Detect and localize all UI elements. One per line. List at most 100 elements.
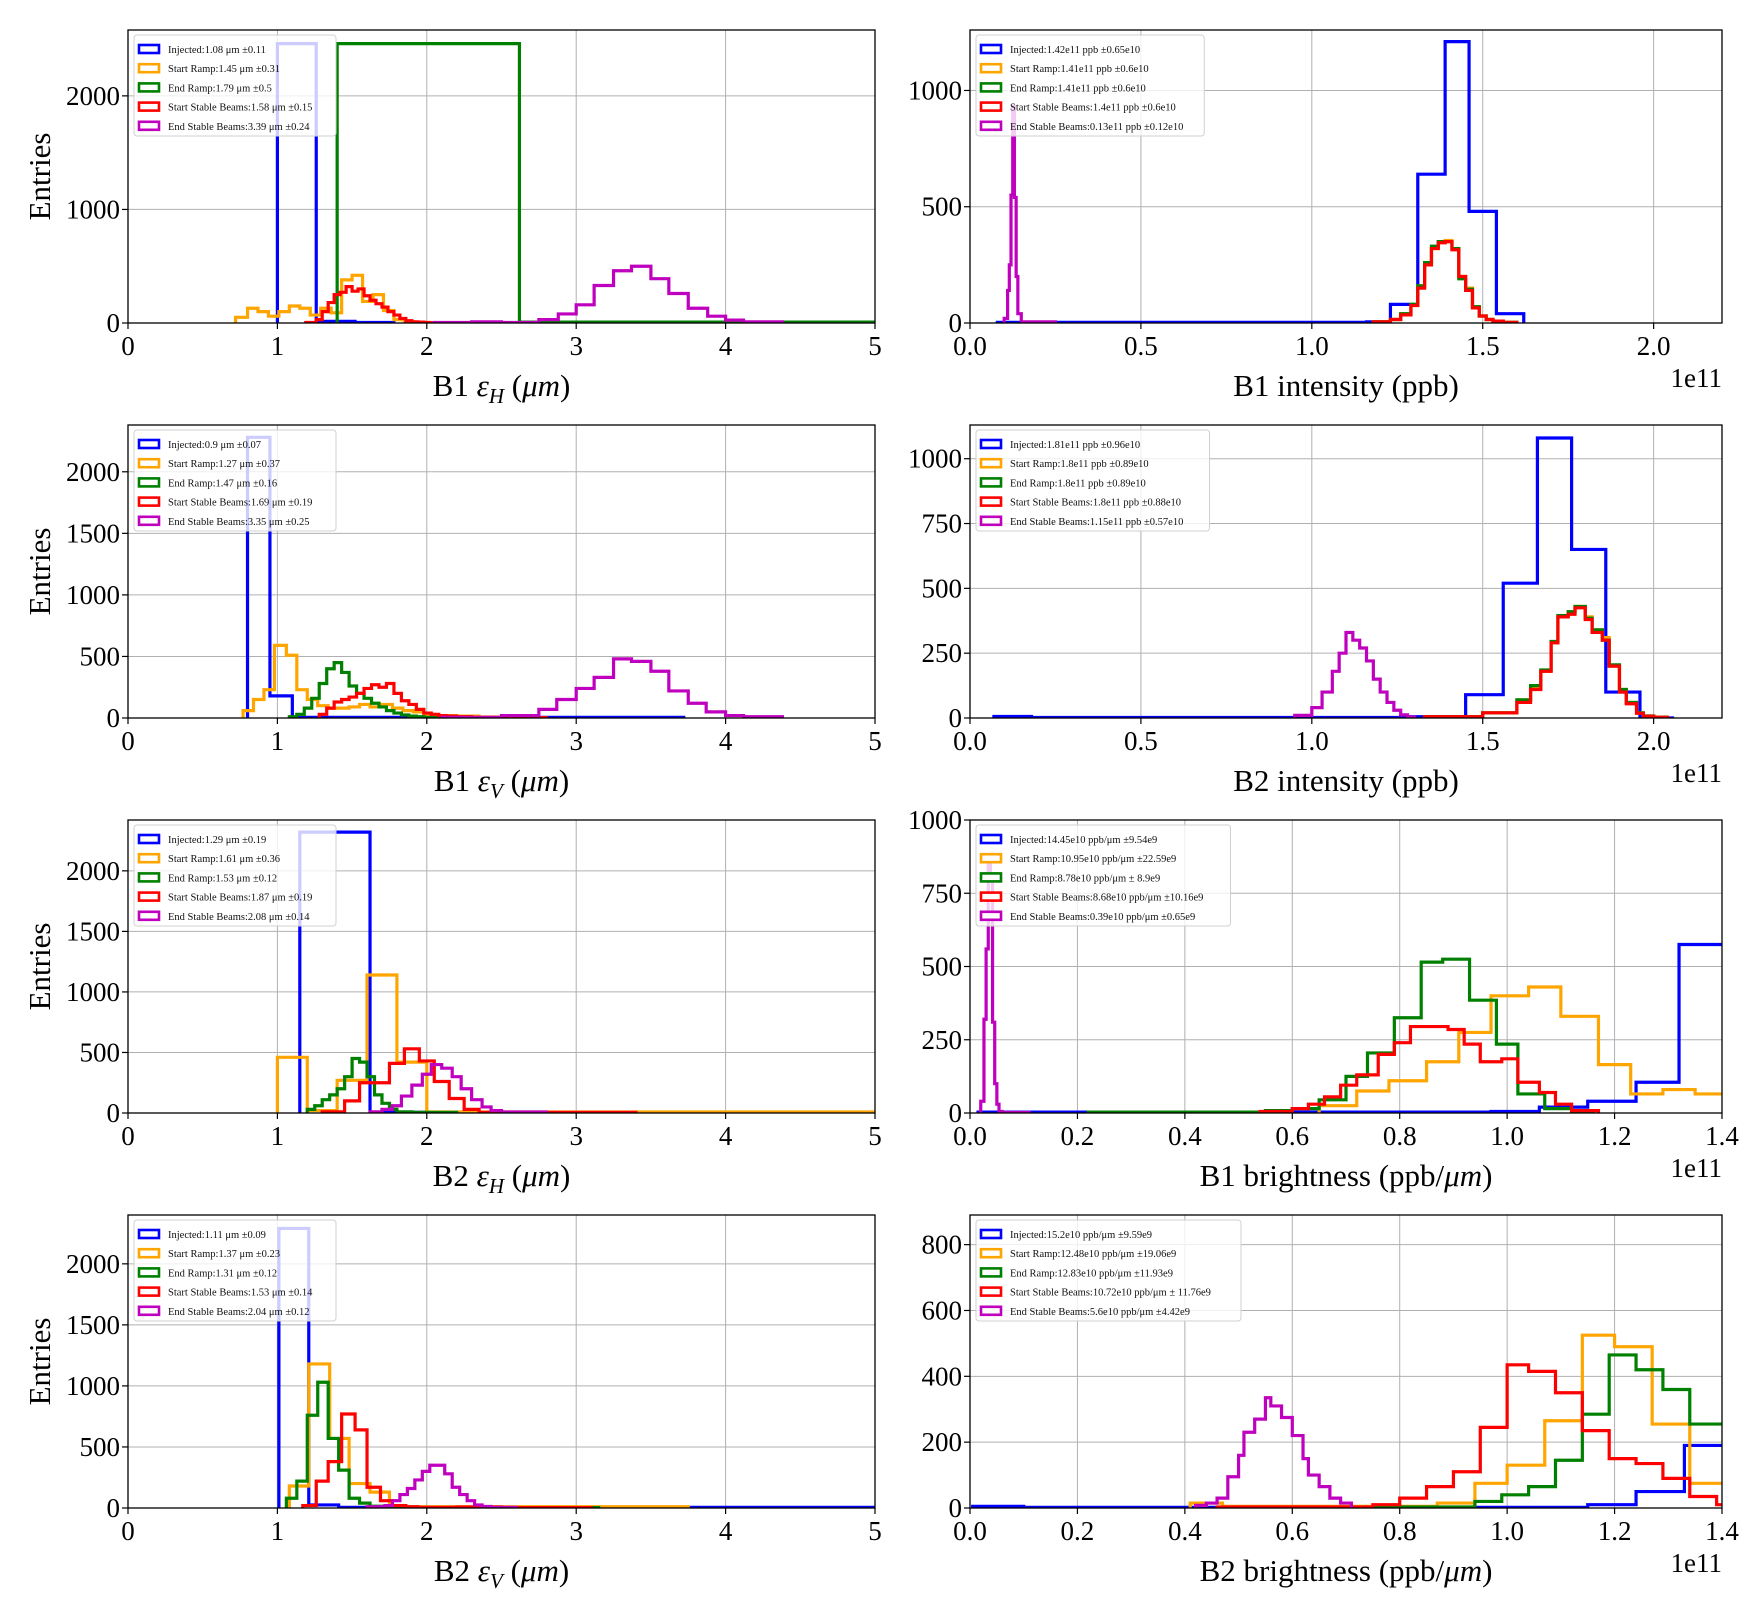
y-tick-label: 0 (107, 1098, 121, 1128)
histogram-end-stable-beams (1002, 105, 1058, 323)
histogram-injected (298, 830, 875, 1113)
legend-entry: Start Ramp:10.95e10 ppb/μm ±22.59e9 (1010, 854, 1176, 865)
y-tick-label: 0 (949, 1098, 963, 1128)
x-tick-label: 0.6 (1275, 1516, 1309, 1546)
x-tick-label: 0.0 (953, 1121, 987, 1151)
x-tick-label: 3 (569, 331, 583, 361)
legend-box (133, 1219, 337, 1322)
y-axis-label: Entries (22, 528, 57, 616)
legend-entry: End Ramp:1.47 μm ±0.16 (168, 478, 277, 489)
x-tick-label: 0 (121, 331, 135, 361)
x-offset-label: 1e11 (1671, 363, 1722, 393)
chart-b2-intensity: 0.0 0.5 1.0 1.5 2.0 0 250 500 750 1000 B2 intensit… (908, 424, 1723, 798)
axes-frame (969, 1214, 1723, 1509)
axes-frame (127, 819, 876, 1114)
legend-swatch-end-stable-beams (137, 910, 161, 922)
x-tick-label: 2 (420, 726, 434, 756)
y-tick-label: 1000 (908, 75, 962, 105)
legend-swatch-start-stable-beams (979, 101, 1003, 112)
legend-entry: Start Ramp:1.45 μm ±0.31 (168, 64, 280, 75)
chart-b1-intensity: 0.0 0.5 1.0 1.5 2.0 0 500 1000 B1 intensity (ppb… (908, 29, 1723, 403)
x-axis-label: B1 εH (μm) (433, 368, 571, 408)
histogram-start-stable-beams (301, 1412, 593, 1508)
legend-box (975, 34, 1205, 137)
histogram-injected (971, 1443, 1722, 1508)
legend-entry: Injected:1.11 μm ±0.09 (168, 1230, 266, 1241)
axes-frame (969, 424, 1723, 719)
y-tick-label: 0 (949, 703, 963, 733)
legend-entry: Start Ramp:1.41e11 ppb ±0.6e10 (1010, 64, 1149, 75)
y-tick-label: 0 (949, 1493, 963, 1523)
x-tick-label: 5 (868, 1516, 882, 1546)
histogram-end-stable-beams (979, 853, 1031, 1113)
legend-swatch-start-ramp (979, 1247, 1003, 1259)
x-tick-label: 1.0 (1490, 1516, 1524, 1546)
legend-swatch-end-ramp (137, 872, 161, 883)
legend-swatch-start-ramp (137, 62, 161, 74)
y-axis-label: Entries (22, 923, 57, 1011)
x-tick-label: 0.0 (953, 331, 987, 361)
y-tick-label: 500 (80, 1037, 121, 1067)
legend-swatch-end-ramp (137, 477, 161, 488)
histogram-start-stable-beams (1258, 1024, 1601, 1113)
legend-entry: End Stable Beams:5.6e10 ppb/μm ±4.42e9 (1010, 1307, 1190, 1318)
legend-entry: End Stable Beams:0.39e10 ppb/μm ±0.65e9 (1010, 912, 1195, 923)
legend-swatch-start-ramp (979, 62, 1003, 74)
legend-swatch-start-ramp (137, 852, 161, 864)
chart-b2-eh: 0 1 2 3 4 5 0 500 1000 1500 2000 B2 εH (μm) Entries I… (22, 819, 882, 1198)
y-tick-label: 2000 (66, 457, 120, 487)
legend-swatch-end-stable-beams (979, 1305, 1003, 1317)
legend-entry: Start Stable Beams:10.72e10 ppb/μm ± 11.… (1010, 1288, 1211, 1299)
x-tick-label: 1 (271, 331, 285, 361)
x-tick-label: 0.0 (953, 726, 987, 756)
legend-entry: End Stable Beams:1.15e11 ppb ±0.57e10 (1010, 517, 1183, 528)
histogram-end-ramp (1423, 604, 1669, 718)
y-tick-label: 2000 (66, 81, 120, 111)
histogram-start-ramp (1188, 1333, 1722, 1508)
legend-swatch-injected (979, 438, 1003, 450)
y-axis-label: Entries (22, 133, 57, 221)
histogram-end-stable-beams (440, 657, 784, 718)
legend-swatch-injected (137, 1228, 161, 1240)
y-tick-label: 400 (922, 1361, 963, 1391)
x-axis-label: B1 εV (μm) (434, 763, 569, 803)
legend-swatch-start-ramp (979, 852, 1003, 864)
x-tick-label: 1.5 (1466, 331, 1500, 361)
y-tick-label: 1500 (66, 518, 120, 548)
histogram-start-ramp (233, 273, 427, 323)
legend-entry: End Ramp:8.78e10 ppb/μm ± 8.9e9 (1010, 873, 1160, 884)
y-tick-label: 1000 (66, 580, 120, 610)
y-axis-label: Entries (22, 1318, 57, 1406)
y-tick-label: 500 (922, 573, 963, 603)
histogram-end-ramp (284, 1380, 601, 1508)
legend: Injected:1.81e11 ppb ±0.96e10 Start Ramp:… (975, 429, 1210, 532)
legend-entry: Injected:0.9 μm ±0.07 (168, 440, 261, 451)
y-tick-label: 1000 (66, 194, 120, 224)
histogram-end-ramp (335, 42, 875, 323)
legend-entry: End Ramp:1.31 μm ±0.12 (168, 1268, 277, 1279)
legend-swatch-start-stable-beams (979, 496, 1003, 507)
x-tick-label: 2 (420, 1516, 434, 1546)
legend-entry: Start Stable Beams:1.53 μm ±0.14 (168, 1288, 313, 1299)
histogram-start-stable-beams (317, 681, 548, 718)
histogram-start-stable-beams (304, 285, 438, 323)
histogram-end-stable-beams (365, 1463, 519, 1508)
y-tick-label: 0 (107, 703, 121, 733)
x-tick-label: 0 (121, 1121, 135, 1151)
x-tick-label: 1.0 (1295, 726, 1329, 756)
legend-entry: Injected:15.2e10 ppb/μm ±9.59e9 (1010, 1230, 1152, 1241)
y-tick-label: 1500 (66, 916, 120, 946)
legend-entry: End Ramp:1.41e11 ppb ±0.6e10 (1010, 83, 1146, 94)
legend-entry: Start Stable Beams:1.58 μm ±0.15 (168, 103, 312, 114)
legend-entry: Injected:1.29 μm ±0.19 (168, 835, 266, 846)
legend-swatch-end-stable-beams (137, 120, 161, 132)
y-tick-label: 1000 (908, 805, 962, 835)
histogram-end-ramp (287, 661, 444, 718)
histogram-start-ramp (1317, 985, 1722, 1113)
legend-swatch-injected (137, 43, 161, 55)
y-tick-label: 0 (107, 1493, 121, 1523)
legend-swatch-injected (979, 43, 1003, 55)
axes-frame (127, 29, 876, 324)
legend-box (133, 34, 337, 137)
